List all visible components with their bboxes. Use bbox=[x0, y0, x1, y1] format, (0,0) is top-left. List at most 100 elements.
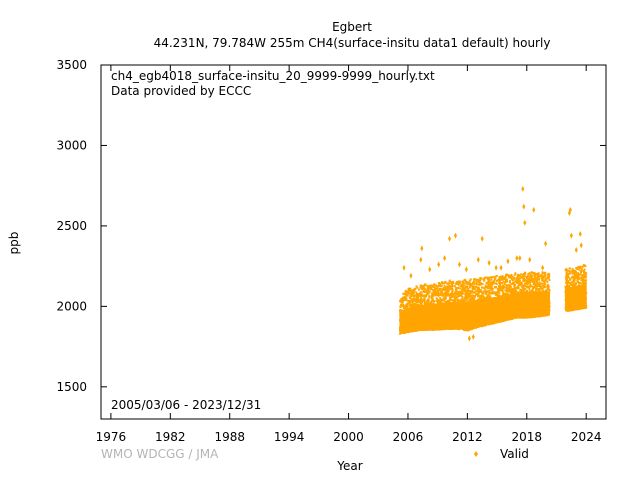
data-point bbox=[463, 296, 466, 299]
data-point bbox=[519, 277, 522, 280]
data-point bbox=[517, 276, 520, 279]
data-point bbox=[437, 301, 440, 304]
data-point bbox=[574, 271, 577, 274]
data-point bbox=[413, 289, 416, 292]
data-point bbox=[438, 284, 441, 287]
data-point bbox=[517, 278, 520, 281]
data-point bbox=[512, 290, 515, 293]
data-point bbox=[488, 279, 491, 282]
data-point bbox=[548, 273, 551, 276]
data-point bbox=[437, 299, 440, 302]
data-point bbox=[452, 293, 455, 296]
data-point bbox=[523, 277, 526, 280]
data-point bbox=[504, 281, 507, 284]
data-point bbox=[514, 284, 517, 287]
data-point bbox=[407, 300, 410, 303]
data-point bbox=[540, 282, 543, 285]
data-point bbox=[409, 297, 412, 300]
data-point bbox=[522, 291, 525, 294]
data-point bbox=[565, 268, 568, 271]
data-point bbox=[424, 301, 427, 304]
data-point bbox=[443, 285, 446, 288]
data-point bbox=[574, 274, 577, 277]
data-point bbox=[531, 274, 534, 277]
data-point bbox=[510, 274, 513, 277]
data-point bbox=[451, 287, 454, 290]
data-point bbox=[502, 286, 505, 289]
data-point bbox=[416, 300, 419, 303]
data-point bbox=[498, 283, 501, 286]
data-point bbox=[438, 282, 441, 285]
data-point bbox=[534, 282, 537, 285]
data-point bbox=[513, 277, 516, 280]
data-point bbox=[479, 296, 482, 299]
data-point bbox=[521, 289, 524, 292]
data-point bbox=[442, 288, 445, 291]
data-point bbox=[568, 284, 571, 287]
data-point bbox=[508, 287, 511, 290]
data-point bbox=[509, 279, 512, 282]
data-point bbox=[501, 289, 504, 292]
data-point bbox=[405, 297, 408, 300]
data-point bbox=[483, 276, 486, 279]
data-point bbox=[544, 273, 547, 276]
data-point bbox=[530, 285, 533, 288]
data-point bbox=[451, 285, 454, 288]
data-point bbox=[406, 294, 409, 297]
data-point bbox=[526, 285, 529, 288]
data-point bbox=[423, 294, 426, 297]
data-point bbox=[483, 287, 486, 290]
data-point bbox=[504, 276, 507, 279]
data-point bbox=[496, 292, 499, 295]
data-point bbox=[408, 292, 411, 295]
data-point bbox=[533, 286, 536, 289]
data-point bbox=[523, 287, 526, 290]
data-point bbox=[538, 289, 541, 292]
data-point bbox=[569, 282, 572, 285]
data-point bbox=[535, 285, 538, 288]
data-point bbox=[538, 275, 541, 278]
data-point bbox=[454, 282, 457, 285]
data-point bbox=[479, 278, 482, 281]
data-point bbox=[458, 299, 461, 302]
data-point bbox=[415, 291, 418, 294]
data-point bbox=[407, 302, 410, 305]
data-point bbox=[541, 284, 544, 287]
data-point bbox=[565, 281, 568, 284]
data-point bbox=[513, 287, 516, 290]
data-point bbox=[491, 287, 494, 290]
data-point bbox=[532, 277, 535, 280]
data-point bbox=[503, 292, 506, 295]
data-point bbox=[541, 289, 544, 292]
data-point bbox=[577, 281, 580, 284]
data-point bbox=[535, 290, 538, 293]
data-point bbox=[507, 284, 510, 287]
data-point bbox=[443, 288, 446, 291]
data-point bbox=[537, 288, 540, 291]
data-point bbox=[522, 275, 525, 278]
data-point bbox=[412, 305, 415, 308]
data-point bbox=[492, 281, 495, 284]
data-point bbox=[465, 280, 468, 283]
data-point bbox=[420, 294, 423, 297]
data-point bbox=[446, 294, 449, 297]
data-point bbox=[493, 291, 496, 294]
data-point bbox=[439, 296, 442, 299]
data-point bbox=[426, 290, 429, 293]
data-point bbox=[437, 291, 440, 294]
data-point bbox=[499, 289, 502, 292]
data-point bbox=[466, 291, 469, 294]
data-point bbox=[409, 288, 412, 291]
data-point bbox=[480, 290, 483, 293]
data-point bbox=[454, 296, 457, 299]
data-point bbox=[464, 282, 467, 285]
data-point bbox=[422, 284, 425, 287]
data-point bbox=[530, 277, 533, 280]
data-point bbox=[400, 301, 403, 304]
data-point bbox=[529, 274, 532, 277]
data-point bbox=[400, 309, 403, 312]
data-point bbox=[498, 280, 501, 283]
data-point bbox=[430, 286, 433, 289]
data-point bbox=[454, 300, 457, 303]
